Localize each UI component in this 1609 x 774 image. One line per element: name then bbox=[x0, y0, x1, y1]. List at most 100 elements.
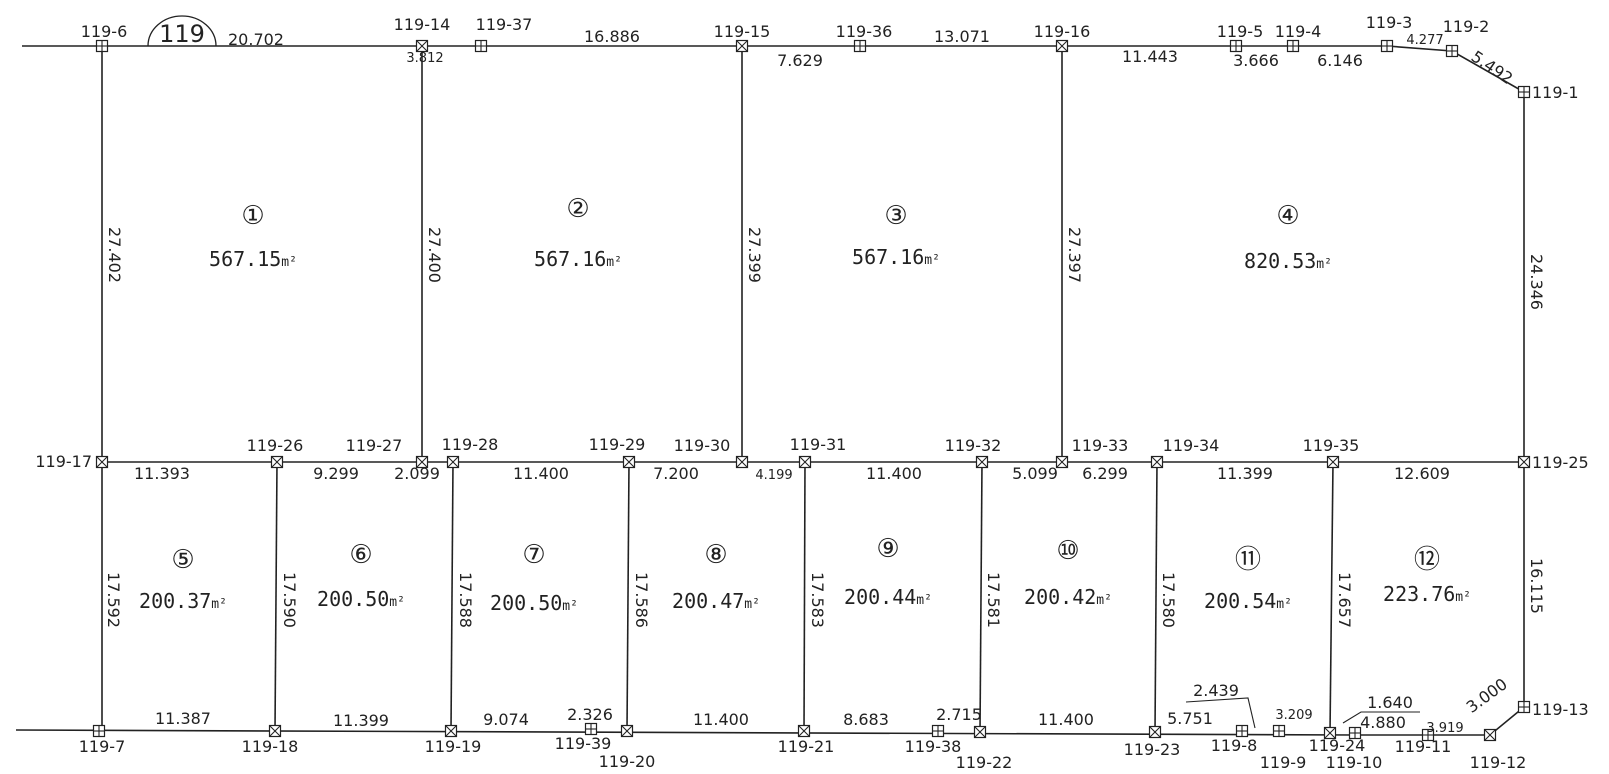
dimension-labels: 20.702 3.812 16.886 7.629 13.071 11.443 3.666 6… bbox=[104, 27, 1546, 736]
dim-bottom-0: 11.387 bbox=[155, 709, 211, 728]
marker-119-13 bbox=[1517, 700, 1531, 714]
dim-middle-4: 7.200 bbox=[653, 464, 699, 483]
marker-119-4 bbox=[1286, 39, 1300, 53]
point-label-119-34: 119-34 bbox=[1163, 436, 1220, 455]
marker-119-37 bbox=[474, 39, 488, 53]
point-label-119-20: 119-20 bbox=[599, 752, 656, 771]
dim-middle-5: 4.199 bbox=[755, 468, 792, 483]
lot-area-value: 223.76 bbox=[1383, 582, 1455, 606]
lot-5: ⑤ 200.37m² bbox=[139, 545, 227, 613]
marker-119-22 bbox=[973, 725, 987, 739]
lot-area: 200.50m² bbox=[490, 591, 578, 615]
dim-lower_verticals-7: 17.657 bbox=[1335, 572, 1354, 628]
lot-number: ① bbox=[241, 201, 264, 231]
marker-119-16 bbox=[1055, 39, 1069, 53]
lot-area-value: 200.50 bbox=[490, 591, 562, 615]
marker-119-32 bbox=[975, 455, 989, 469]
marker-119-29 bbox=[622, 455, 636, 469]
dim-middle-1: 9.299 bbox=[313, 464, 359, 483]
marker-119-28 bbox=[446, 455, 460, 469]
dim-top-8: 4.277 bbox=[1406, 33, 1443, 48]
marker-119-26 bbox=[270, 455, 284, 469]
lot-2: ② 567.16m² bbox=[534, 194, 622, 271]
dim-lower_verticals-1: 17.590 bbox=[280, 572, 299, 628]
point-label-119-4: 119-4 bbox=[1275, 22, 1322, 41]
point-label-119-22: 119-22 bbox=[956, 753, 1013, 772]
point-label-119-24: 119-24 bbox=[1309, 736, 1366, 755]
lot-9: ⑨ 200.44m² bbox=[844, 534, 932, 609]
lot-number: ⑫ bbox=[1414, 545, 1440, 575]
point-label-119-36: 119-36 bbox=[836, 22, 893, 41]
lot-area: 200.44m² bbox=[844, 585, 932, 609]
lot-area-unit: m² bbox=[1316, 257, 1332, 272]
dim-upper_verticals-1: 27.400 bbox=[425, 227, 444, 283]
dim-top-3: 7.629 bbox=[777, 51, 823, 70]
point-label-119-5: 119-5 bbox=[1217, 22, 1264, 41]
dim-bottom-6: 2.715 bbox=[936, 705, 982, 724]
lot-area-unit: m² bbox=[606, 255, 622, 270]
lot-number: ⑪ bbox=[1235, 545, 1261, 575]
marker-119-6 bbox=[95, 39, 109, 53]
point-label-119-17: 119-17 bbox=[35, 452, 92, 471]
lot-area: 200.42m² bbox=[1024, 585, 1112, 609]
point-label-119-9: 119-9 bbox=[1260, 753, 1307, 772]
dim-lower_verticals-8: 16.115 bbox=[1527, 558, 1546, 614]
point-label-119-8: 119-8 bbox=[1211, 736, 1258, 755]
marker-119-27 bbox=[415, 455, 429, 469]
marker-119-11 bbox=[1421, 728, 1435, 742]
marker-119-31 bbox=[798, 455, 812, 469]
dim-lower_verticals-5: 17.581 bbox=[984, 572, 1003, 628]
marker-119-20 bbox=[620, 724, 634, 738]
marker-119-23 bbox=[1148, 725, 1162, 739]
dim-middle-6: 11.400 bbox=[866, 464, 922, 483]
marker-119-35 bbox=[1326, 455, 1340, 469]
lot-area: 820.53m² bbox=[1244, 249, 1332, 273]
point-label-119-18: 119-18 bbox=[242, 737, 299, 756]
marker-119-5 bbox=[1229, 39, 1243, 53]
point-label-119-15: 119-15 bbox=[714, 22, 771, 41]
lot-area-value: 200.44 bbox=[844, 585, 916, 609]
lot-8: ⑧ 200.47m² bbox=[672, 540, 760, 613]
marker-119-17 bbox=[95, 455, 109, 469]
lot-area: 200.37m² bbox=[139, 589, 227, 613]
dim-bottom-3: 2.326 bbox=[567, 705, 613, 724]
point-label-119-12: 119-12 bbox=[1470, 753, 1527, 772]
marker-119-30 bbox=[735, 455, 749, 469]
dim-upper_verticals-0: 27.402 bbox=[105, 227, 124, 283]
dim-upper_verticals-4: 24.346 bbox=[1527, 254, 1546, 310]
marker-119-7 bbox=[92, 724, 106, 738]
lot-1: ① 567.15m² bbox=[209, 201, 297, 271]
marker-119-1 bbox=[1517, 85, 1531, 99]
dim-bottom-14: 3.000 bbox=[1463, 674, 1511, 716]
point-label-119-25: 119-25 bbox=[1532, 453, 1589, 472]
lot-area-unit: m² bbox=[281, 255, 297, 270]
dim-bottom-5: 8.683 bbox=[843, 710, 889, 729]
dim-lower_verticals-2: 17.588 bbox=[456, 572, 475, 628]
marker-119-34 bbox=[1150, 455, 1164, 469]
point-label-119-1: 119-1 bbox=[1532, 83, 1579, 102]
dim-top-9: 5.492 bbox=[1468, 47, 1517, 88]
lot-area-unit: m² bbox=[916, 593, 932, 608]
lot-area: 200.54m² bbox=[1204, 589, 1292, 613]
point-label-119-2: 119-2 bbox=[1443, 17, 1490, 36]
point-label-119-11: 119-11 bbox=[1395, 737, 1452, 756]
point-labels: 119-1 119-2 119-3 119-4 119-5 119-6 119-7 119-8… bbox=[35, 13, 1588, 772]
dim-lower_verticals-0: 17.592 bbox=[104, 572, 123, 628]
lot-area-unit: m² bbox=[211, 597, 227, 612]
marker-119-39 bbox=[584, 722, 598, 736]
dim-bottom-2: 9.074 bbox=[483, 710, 529, 729]
marker-119-21 bbox=[797, 724, 811, 738]
lot-area-unit: m² bbox=[1096, 593, 1112, 608]
dim-middle-2: 2.099 bbox=[394, 464, 440, 483]
lot-number: ⑨ bbox=[876, 534, 899, 564]
lot-7: ⑦ 200.50m² bbox=[490, 540, 578, 615]
lot-number: ⑩ bbox=[1056, 536, 1079, 566]
dim-middle-9: 11.399 bbox=[1217, 464, 1273, 483]
dim-upper_verticals-3: 27.397 bbox=[1065, 227, 1084, 283]
marker-119-12 bbox=[1483, 728, 1497, 742]
dim-bottom-12: 4.880 bbox=[1360, 713, 1406, 732]
dim-bottom-13: 3.919 bbox=[1426, 721, 1463, 736]
dim-bottom-4: 11.400 bbox=[693, 710, 749, 729]
dim-middle-7: 5.099 bbox=[1012, 464, 1058, 483]
